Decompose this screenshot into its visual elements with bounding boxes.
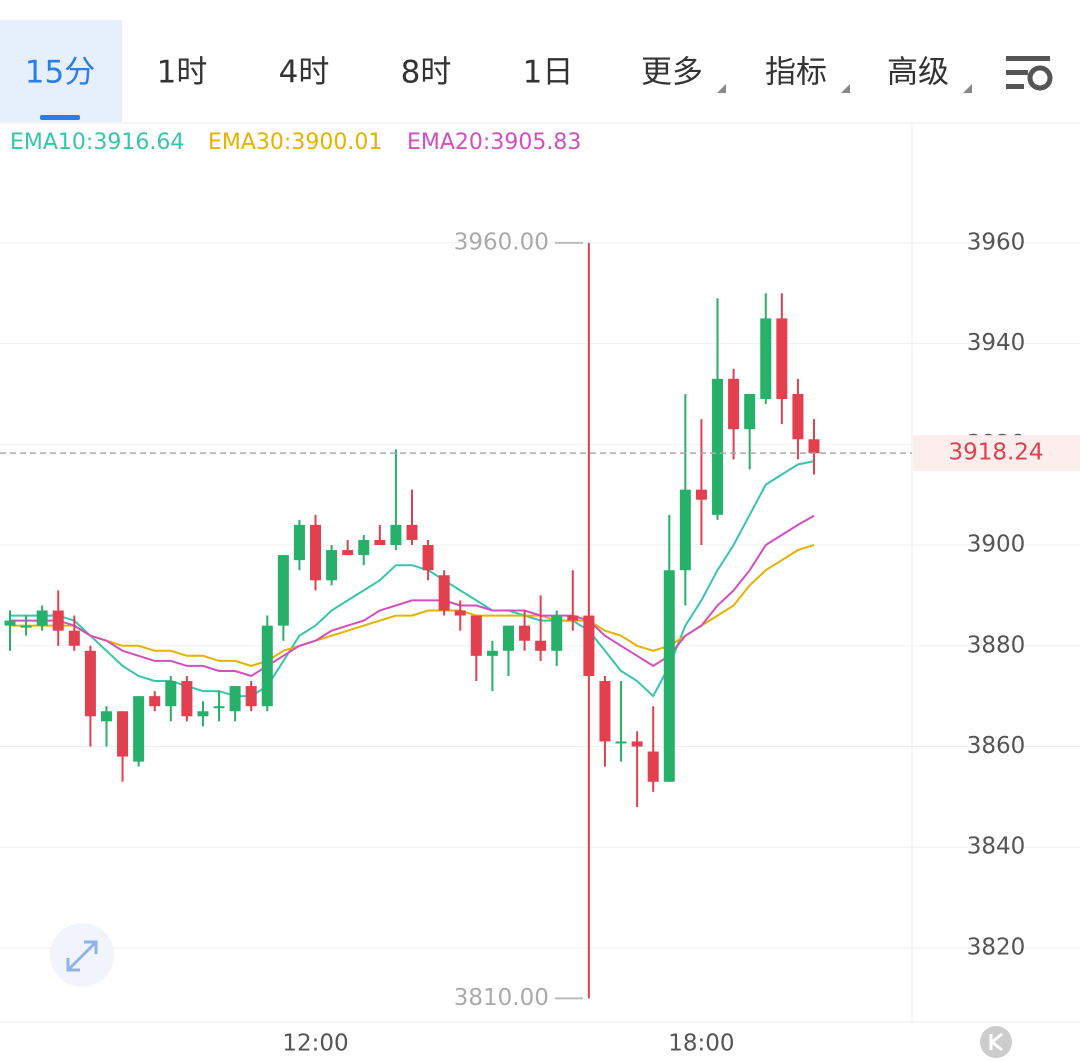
tab[interactable]: 4时 (279, 55, 330, 91)
candle-body (277, 555, 289, 626)
y-tick-label: 3860 (967, 733, 1026, 759)
y-tick-label: 3840 (967, 834, 1026, 860)
y-tick-label: 3960 (967, 229, 1026, 255)
candle-body (502, 625, 514, 651)
candle-body (647, 751, 659, 782)
candle-body (149, 696, 161, 707)
tab[interactable]: 8时 (401, 55, 452, 91)
legend-item: EMA20:3905.83 (407, 130, 581, 155)
candle-body (792, 393, 804, 440)
candle-body (213, 706, 225, 709)
ema-line (10, 514, 815, 678)
candle-body (4, 620, 16, 626)
candle-body (326, 550, 338, 581)
tab[interactable]: 1时 (157, 55, 208, 91)
candle-body (342, 550, 354, 556)
candle-body (406, 524, 418, 541)
candle-body (165, 681, 177, 707)
candle-body (133, 696, 145, 762)
settings-icon[interactable] (1006, 56, 1053, 91)
candle-body (695, 489, 707, 500)
candle-body (68, 630, 80, 646)
tab[interactable]: 1日 (523, 55, 574, 91)
candle-body (470, 615, 482, 656)
y-tick-label: 3940 (967, 330, 1026, 356)
candle-body (181, 681, 193, 717)
legend-item: EMA10:3916.64 (10, 130, 184, 155)
x-tick-label: 18:00 (668, 1031, 734, 1057)
candle-body (728, 378, 740, 430)
candle-body (36, 610, 48, 626)
current-price-box (913, 435, 1080, 472)
expand-button[interactable] (50, 923, 114, 987)
current-price-label: 3918.24 (948, 440, 1043, 466)
tab[interactable]: 更多 (641, 55, 703, 91)
k-button[interactable] (980, 1026, 1012, 1058)
legend-item: EMA30:3900.01 (208, 130, 382, 155)
candle-body (519, 625, 531, 641)
dropdown-mark (717, 84, 726, 93)
candle-body (438, 575, 450, 611)
candle-body (245, 686, 257, 707)
candle-body (229, 686, 241, 712)
tab[interactable]: 15分 (25, 55, 95, 91)
candle-body (20, 625, 32, 628)
candle-body (84, 650, 96, 717)
dropdown-mark (841, 84, 850, 93)
candle-body (631, 741, 643, 747)
candle-body (567, 615, 579, 621)
candle-body (486, 650, 498, 656)
annotation-label: 3960.00 (454, 229, 549, 255)
candle-body (535, 640, 547, 651)
selected-tab-underline (40, 115, 80, 120)
candle-body (358, 540, 370, 556)
candle-body (454, 610, 466, 616)
candle-body (615, 741, 627, 744)
candle-body (551, 615, 563, 651)
candle-body (808, 439, 820, 454)
candle-body (776, 318, 788, 399)
candle-body (310, 524, 322, 581)
candle-body (422, 545, 434, 571)
candle-body (679, 489, 691, 571)
candle-body (663, 570, 675, 782)
candle-body (374, 540, 386, 546)
x-tick-label: 12:00 (282, 1031, 348, 1057)
ema-line (10, 544, 815, 667)
candle-body (599, 681, 611, 742)
y-tick-label: 3880 (967, 632, 1026, 658)
candle-body (583, 615, 595, 676)
y-tick-label: 3900 (967, 532, 1026, 558)
tab[interactable]: 指标 (765, 55, 827, 91)
candle-body (712, 378, 724, 515)
candle-body (293, 524, 305, 561)
candle-body (760, 318, 772, 399)
candle-body (197, 711, 209, 717)
candle-body (52, 610, 64, 631)
candle-body (117, 711, 129, 757)
y-tick-label: 3820 (967, 934, 1026, 960)
tab[interactable]: 高级 (887, 55, 949, 91)
candle-body (100, 711, 112, 722)
annotation-label: 3810.00 (454, 985, 549, 1011)
candle-body (261, 625, 273, 707)
selected-tab-bg (0, 20, 122, 122)
candle-body (744, 393, 756, 430)
candle-body (390, 524, 402, 546)
dropdown-mark (963, 84, 972, 93)
